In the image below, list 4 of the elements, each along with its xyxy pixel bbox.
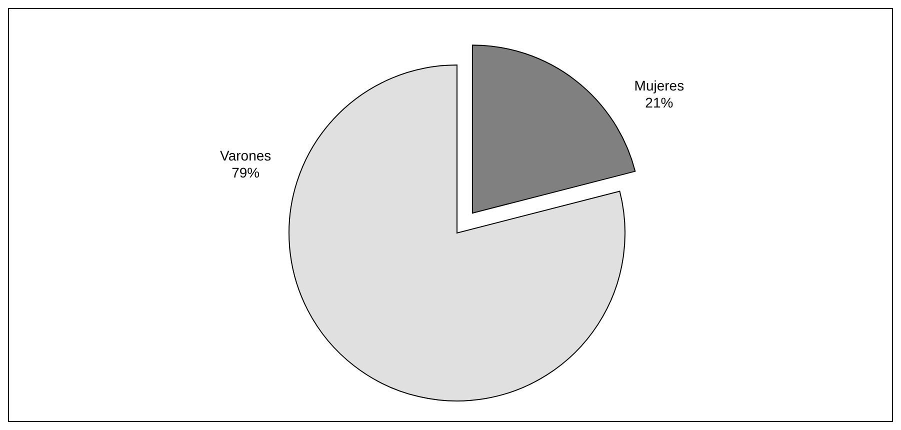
data-label: 21% — [645, 94, 674, 110]
slice-label: Mujeres — [634, 77, 684, 94]
slice-label: Varones — [220, 148, 272, 164]
data-label: 79% — [232, 164, 260, 181]
